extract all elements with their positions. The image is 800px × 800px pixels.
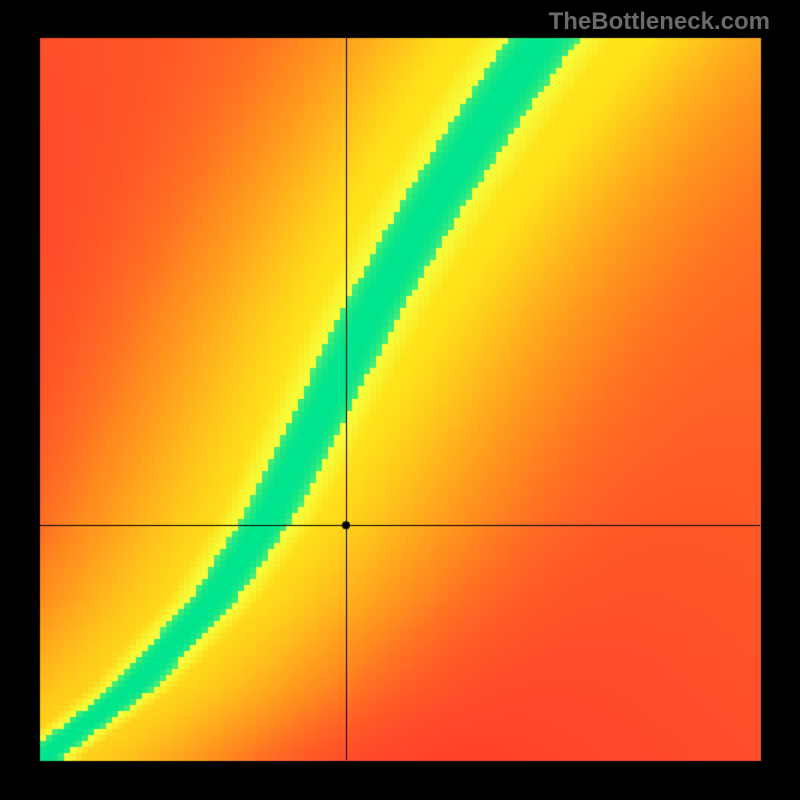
watermark-text: TheBottleneck.com [549, 8, 770, 36]
bottleneck-heatmap [0, 0, 800, 800]
chart-container: { "watermark": { "text": "TheBottleneck.… [0, 0, 800, 800]
